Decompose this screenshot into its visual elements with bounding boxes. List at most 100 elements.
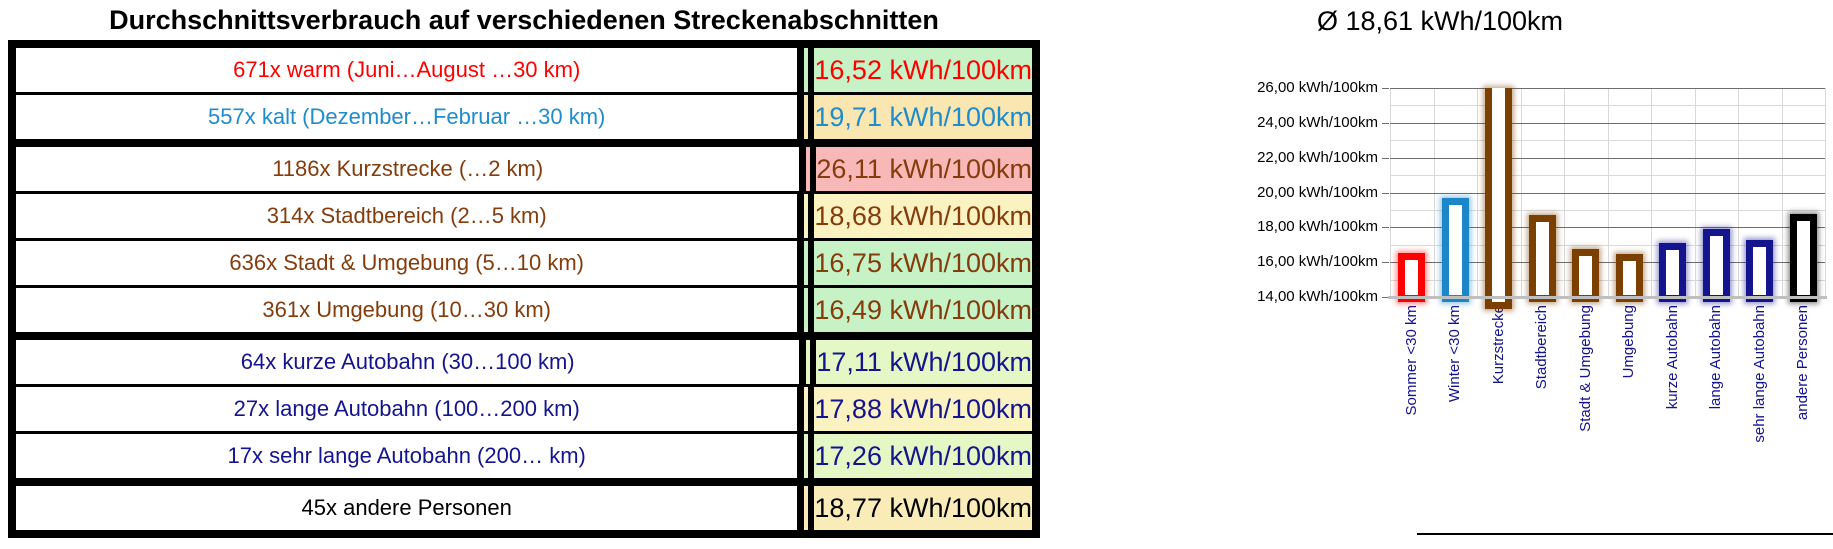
- gridline-vertical: [1521, 88, 1522, 297]
- bar-sommer-30-km: [1398, 253, 1425, 302]
- y-axis-label: 24,00 kWh/100km: [1257, 114, 1378, 131]
- chart-frame-bottom-line: [1417, 533, 1833, 535]
- gridline-horizontal: [1390, 88, 1825, 89]
- gridline-vertical: [1651, 88, 1652, 297]
- x-axis-label: Umgebung: [1620, 305, 1637, 379]
- table-row: 636x Stadt & Umgebung (5…10 km) 16,75 kWh…: [16, 238, 1032, 285]
- x-axis-label: Kurzstrecke: [1490, 305, 1507, 385]
- row-value-cell: 18,68 kWh/100km: [808, 194, 1032, 238]
- bar-winter-30-km: [1442, 198, 1469, 302]
- bar-stadtbereich: [1529, 215, 1556, 302]
- table-row: 27x lange Autobahn (100…200 km) 17,88 kWh…: [16, 384, 1032, 431]
- gridline-vertical: [1738, 88, 1739, 297]
- bar-kurzstrecke: [1485, 88, 1512, 309]
- y-axis-label: 22,00 kWh/100km: [1257, 149, 1378, 166]
- y-axis-tick: [1382, 123, 1389, 124]
- bar-lange-autobahn: [1703, 229, 1730, 302]
- table-row: 557x kalt (Dezember…Februar …30 km) 19,71…: [16, 92, 1032, 139]
- table-row: 361x Umgebung (10…30 km) 16,49 kWh/100km: [16, 285, 1032, 332]
- row-label-cell: 314x Stadtbereich (2…5 km): [16, 194, 805, 238]
- y-axis-tick: [1382, 227, 1389, 228]
- row-value-cell: 17,88 kWh/100km: [808, 387, 1032, 431]
- table-row: 64x kurze Autobahn (30…100 km) 17,11 kWh/…: [16, 332, 1032, 384]
- column-divider-gap: [804, 194, 809, 238]
- gridline-vertical: [1477, 88, 1478, 297]
- row-label-cell: 361x Umgebung (10…30 km): [16, 288, 805, 332]
- row-value-cell: 19,71 kWh/100km: [808, 95, 1032, 139]
- row-label-cell: 64x kurze Autobahn (30…100 km): [16, 340, 807, 384]
- column-divider-gap: [806, 147, 811, 191]
- y-axis-tick: [1382, 88, 1389, 89]
- gridline-vertical: [1608, 88, 1609, 297]
- y-axis-tick: [1382, 262, 1389, 263]
- column-divider-gap: [804, 288, 809, 332]
- row-value-cell: 26,11 kWh/100km: [810, 147, 1032, 191]
- y-axis-label: 20,00 kWh/100km: [1257, 184, 1378, 201]
- y-axis-label: 16,00 kWh/100km: [1257, 253, 1378, 270]
- chart-title: Ø 18,61 kWh/100km: [1316, 6, 1564, 36]
- bar-umgebung: [1616, 254, 1643, 302]
- y-axis-tick: [1382, 297, 1389, 298]
- gridline-horizontal: [1390, 175, 1825, 176]
- x-axis-label: lange Autobahn: [1707, 305, 1724, 410]
- y-axis-tick: [1382, 158, 1389, 159]
- x-axis-label: Stadtbereich: [1533, 305, 1550, 390]
- table-row: 45x andere Personen 18,77 kWh/100km: [16, 478, 1032, 530]
- row-label-cell: 17x sehr lange Autobahn (200… km): [16, 434, 805, 478]
- y-axis-tick: [1382, 193, 1389, 194]
- gridline-horizontal: [1390, 105, 1825, 106]
- y-axis-label: 18,00 kWh/100km: [1257, 218, 1378, 235]
- gridline-horizontal: [1390, 210, 1825, 211]
- row-label-cell: 45x andere Personen: [16, 486, 805, 530]
- gridline-horizontal: [1390, 140, 1825, 141]
- plot-area: [1388, 88, 1827, 309]
- gridline-horizontal: [1390, 245, 1825, 246]
- table-row: 17x sehr lange Autobahn (200… km) 17,26 k…: [16, 431, 1032, 478]
- bar-chart: Ø 18,61 kWh/100km 14,00 kWh/100km 16,00 k…: [1120, 0, 1833, 549]
- x-axis-label: sehr lange Autobahn: [1751, 305, 1768, 443]
- column-divider-gap: [804, 48, 809, 92]
- gridline-vertical: [1825, 88, 1826, 297]
- x-axis-label: Winter <30 km: [1446, 305, 1463, 403]
- column-divider-gap: [804, 95, 809, 139]
- row-value-cell: 16,75 kWh/100km: [808, 241, 1032, 285]
- consumption-table-section: Durchschnittsverbrauch auf verschiedenen…: [8, 0, 1040, 538]
- gridline-horizontal: [1390, 193, 1825, 194]
- x-axis-line: [1388, 296, 1827, 299]
- gridline-vertical: [1434, 88, 1435, 297]
- row-value-cell: 17,11 kWh/100km: [810, 340, 1032, 384]
- table-title: Durchschnittsverbrauch auf verschiedenen…: [109, 5, 939, 35]
- column-divider-gap: [804, 486, 809, 530]
- gridline-horizontal: [1390, 262, 1825, 263]
- bar-kurze-autobahn: [1659, 243, 1686, 302]
- table-row: 314x Stadtbereich (2…5 km) 18,68 kWh/100k…: [16, 191, 1032, 238]
- table-row: 1186x Kurzstrecke (…2 km) 26,11 kWh/100km: [16, 139, 1032, 191]
- gridline-horizontal: [1390, 227, 1825, 228]
- column-divider-gap: [804, 434, 809, 478]
- x-axis-label: andere Personen: [1794, 305, 1811, 421]
- row-label-cell: 671x warm (Juni…August …30 km): [16, 48, 805, 92]
- gridline-horizontal: [1390, 158, 1825, 159]
- x-axis-label: kurze Autobahn: [1664, 305, 1681, 410]
- bar-andere-personen: [1790, 214, 1817, 302]
- column-divider-gap: [804, 387, 809, 431]
- row-label-cell: 557x kalt (Dezember…Februar …30 km): [16, 95, 805, 139]
- bar-sehr-lange-autobahn: [1746, 240, 1773, 302]
- column-divider-gap: [806, 340, 811, 384]
- x-axis-label: Sommer <30 km: [1403, 305, 1420, 416]
- x-axis-label: Stadt & Umgebung: [1577, 305, 1594, 432]
- consumption-table: 671x warm (Juni…August …30 km) 16,52 kWh/…: [8, 40, 1040, 538]
- gridline-vertical: [1782, 88, 1783, 297]
- gridline-vertical: [1564, 88, 1565, 297]
- gridline-vertical: [1390, 88, 1391, 297]
- row-value-cell: 18,77 kWh/100km: [808, 486, 1032, 530]
- y-axis-label: 26,00 kWh/100km: [1257, 79, 1378, 96]
- row-label-cell: 1186x Kurzstrecke (…2 km): [16, 147, 807, 191]
- row-label-cell: 636x Stadt & Umgebung (5…10 km): [16, 241, 805, 285]
- table-row: 671x warm (Juni…August …30 km) 16,52 kWh/…: [16, 48, 1032, 92]
- row-value-cell: 16,49 kWh/100km: [808, 288, 1032, 332]
- row-label-cell: 27x lange Autobahn (100…200 km): [16, 387, 805, 431]
- gridline-horizontal: [1390, 280, 1825, 281]
- gridline-horizontal: [1390, 123, 1825, 124]
